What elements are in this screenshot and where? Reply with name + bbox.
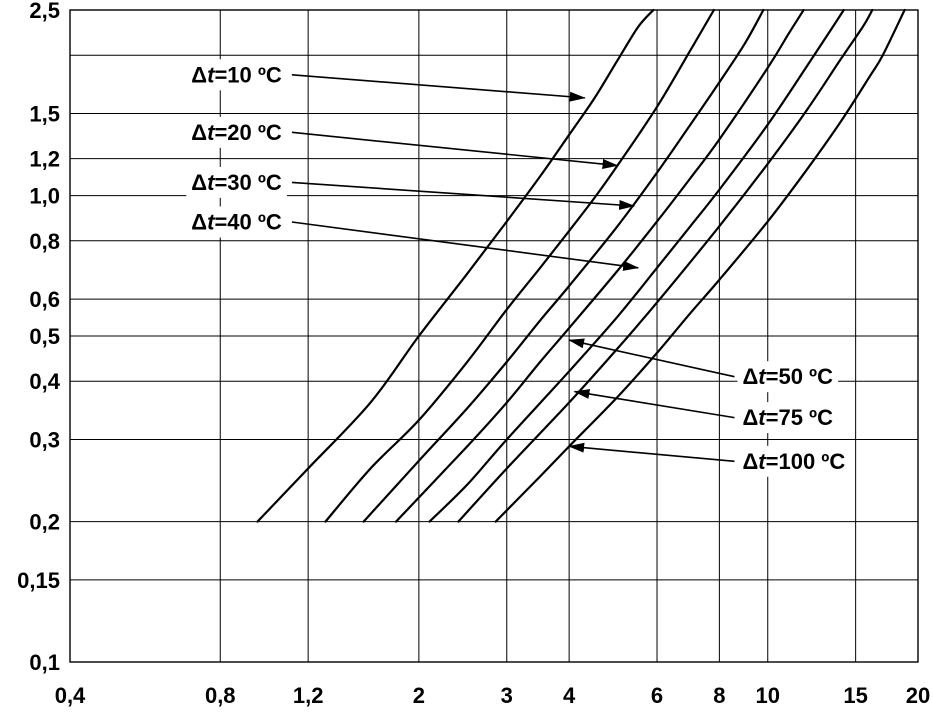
plot-frame: [69, 9, 919, 663]
variable-t: t: [758, 405, 767, 430]
delta-symbol: Δ: [191, 120, 207, 145]
series-line-7: [494, 8, 906, 523]
delta-symbol: Δ: [191, 170, 207, 195]
annotation-label-bg: [737, 445, 851, 477]
delta-symbol: Δ: [191, 62, 207, 87]
delta-symbol: Δ: [742, 364, 758, 389]
x-tick-label: 0,8: [205, 683, 236, 708]
annotation-label: Δt=10 ºC: [191, 62, 282, 87]
annotation-value: =50 ºC: [766, 364, 833, 389]
x-tick-label: 4: [563, 683, 576, 708]
annotation-label-bg: [186, 206, 287, 238]
x-tick-label: 0,4: [55, 683, 86, 708]
annotation-label: Δt=30 ºC: [191, 170, 282, 195]
annotation-arrow: [291, 221, 640, 271]
y-tick-label: 0,8: [29, 229, 60, 254]
annotation-value: =100 ºC: [766, 449, 846, 474]
annotation-7: Δt=100 ºC: [568, 442, 851, 477]
x-tick-label: 15: [843, 683, 867, 708]
x-tick-label: 2: [413, 683, 425, 708]
y-tick-label: 2,5: [29, 0, 60, 23]
annotation-arrow: [291, 181, 636, 210]
series-line-5: [428, 8, 845, 523]
y-tick-label: 0,15: [17, 568, 60, 593]
annotation-label: Δt=40 ºC: [191, 209, 282, 234]
grid: [69, 9, 919, 663]
annotation-value: =20 ºC: [214, 120, 281, 145]
annotation-1: Δt=10 ºC: [186, 59, 586, 102]
annotation-label-bg: [186, 166, 287, 198]
y-tick-label: 0,4: [29, 369, 60, 394]
variable-t: t: [207, 120, 216, 145]
annotation-4: Δt=40 ºC: [186, 206, 640, 271]
x-tick-label: 6: [651, 683, 663, 708]
annotation-label-bg: [186, 59, 287, 91]
variable-t: t: [207, 170, 216, 195]
annotation-value: =40 ºC: [214, 209, 281, 234]
annotation-label-bg: [186, 116, 287, 148]
x-tick-label: 10: [756, 683, 780, 708]
variable-t: t: [207, 209, 216, 234]
delta-symbol: Δ: [191, 209, 207, 234]
annotation-label: Δt=75 ºC: [742, 405, 833, 430]
annotation-label: Δt=50 ºC: [742, 364, 833, 389]
x-tick-label: 8: [713, 683, 725, 708]
annotation-label: Δt=20 ºC: [191, 120, 282, 145]
series-line-4: [394, 8, 805, 523]
delta-symbol: Δ: [742, 405, 758, 430]
annotation-6: Δt=75 ºC: [573, 389, 839, 434]
y-tick-label: 0,2: [29, 510, 60, 535]
series-line-2: [324, 8, 715, 523]
series-line-6: [457, 8, 874, 523]
y-tick-label: 1,2: [29, 147, 60, 172]
y-tick-label: 0,3: [29, 427, 60, 452]
tick-labels: 0,4 0,8 1,2 2 3 4 6 8 10 15 20 0,1 0,15 0,2 0,3 0,4 0,5 0…: [17, 0, 930, 708]
x-tick-label: 1,2: [293, 683, 324, 708]
variable-t: t: [758, 449, 767, 474]
variable-t: t: [207, 62, 216, 87]
annotation-2: Δt=20 ºC: [186, 116, 619, 169]
annotation-label: Δt=100 ºC: [742, 449, 845, 474]
annotation-value: =10 ºC: [214, 62, 281, 87]
annotation-arrow: [573, 389, 735, 419]
series-group: [256, 8, 906, 523]
x-tick-label: 20: [906, 683, 930, 708]
annotation-3: Δt=30 ºC: [186, 166, 636, 210]
annotation-value: =75 ºC: [766, 405, 833, 430]
annotation-5: Δt=50 ºC: [568, 338, 839, 393]
series-line-3: [362, 8, 765, 523]
annotation-arrow: [568, 338, 735, 378]
y-tick-label: 0,1: [29, 650, 60, 675]
annotation-arrow: [291, 131, 619, 169]
delta-symbol: Δ: [742, 449, 758, 474]
variable-t: t: [758, 364, 767, 389]
annotation-arrow: [568, 442, 735, 463]
x-tick-label: 3: [501, 683, 513, 708]
y-tick-label: 1,0: [29, 184, 60, 209]
y-tick-label: 0,6: [29, 287, 60, 312]
annotation-arrow: [291, 74, 586, 102]
series-line-1: [256, 8, 655, 523]
y-tick-label: 1,5: [29, 101, 60, 126]
annotation-value: =30 ºC: [214, 170, 281, 195]
y-tick-label: 0,5: [29, 324, 60, 349]
annotation-label-bg: [737, 402, 839, 434]
annotation-label-bg: [737, 361, 839, 393]
